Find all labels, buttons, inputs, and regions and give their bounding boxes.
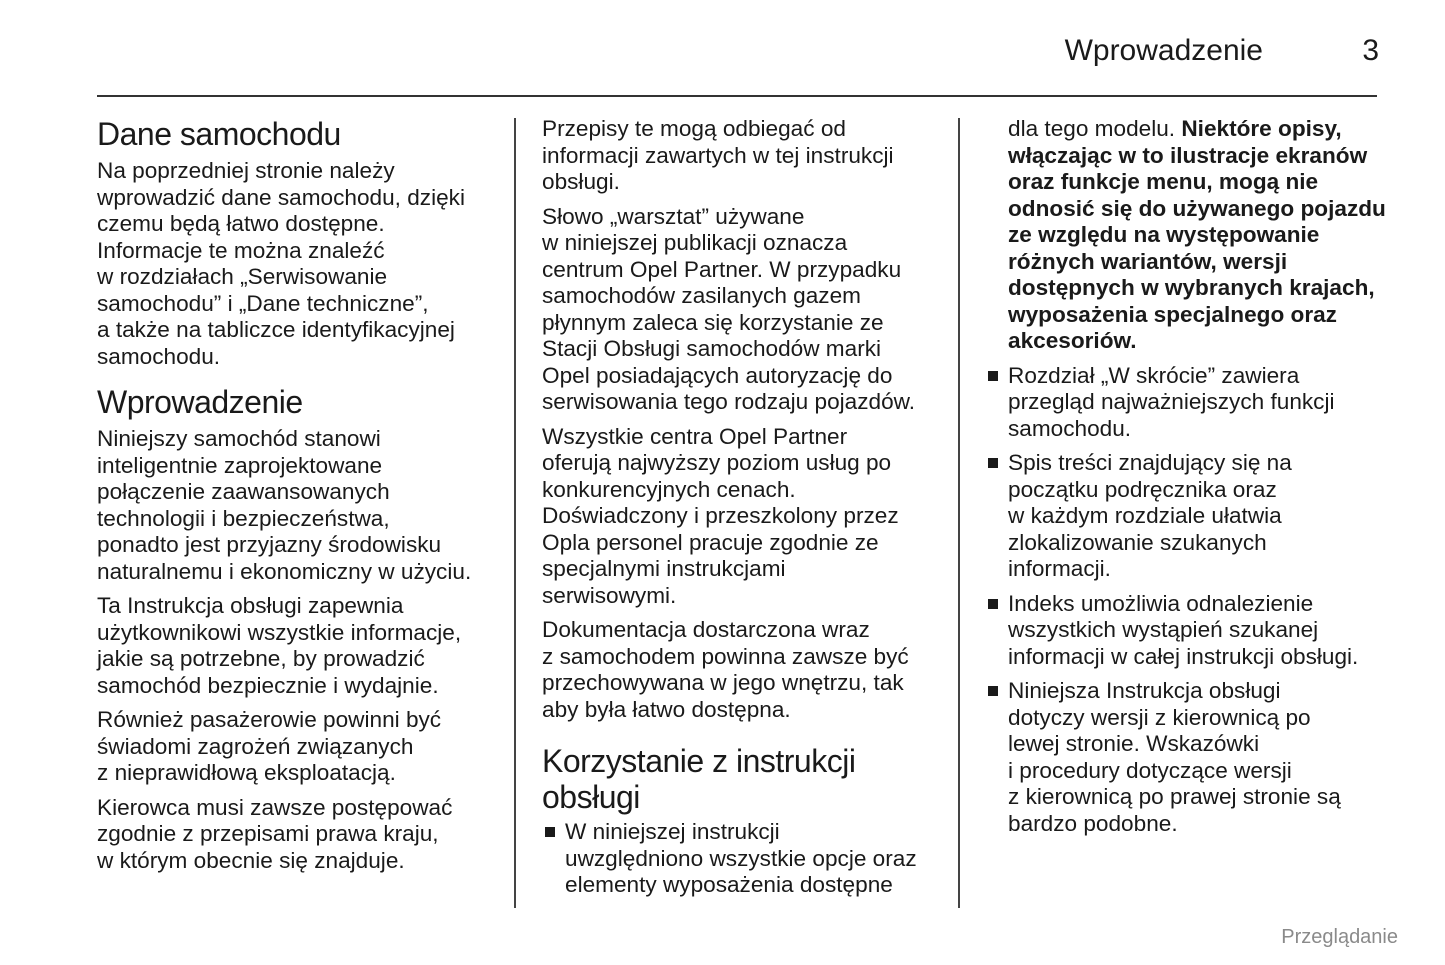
paragraph: Słowo „warsztat” używane w niniejszej pu… bbox=[542, 203, 916, 415]
bullet-icon bbox=[988, 458, 998, 468]
paragraph: Wszystkie centra Opel Partner oferują na… bbox=[542, 423, 899, 608]
column-divider bbox=[514, 118, 516, 908]
bullet-icon bbox=[545, 827, 555, 837]
column-3: dla tego modelu. Niektóre opisy, włączaj… bbox=[988, 116, 1408, 845]
bold-notice-text: Niektóre opisy, włączając w to ilustracj… bbox=[1008, 116, 1386, 353]
bullet-icon bbox=[988, 598, 998, 609]
paragraph: Niniejszy samochód stanowi inteligentnie… bbox=[97, 426, 472, 584]
list-item: Indeks umożliwia odnalezienie wszystkich… bbox=[988, 590, 1408, 671]
list-item: Niniejsza Instrukcja obsługi dotyczy wer… bbox=[988, 678, 1408, 837]
column-2: Przepisy te mogą odbiegać od informacji … bbox=[542, 116, 952, 907]
section-heading: Dane samochodu bbox=[97, 116, 341, 152]
paragraph: dla tego modelu. Niektóre opisy, włączaj… bbox=[1008, 116, 1408, 355]
footer-label: Przeglądanie bbox=[1281, 926, 1398, 948]
bullet-icon bbox=[988, 370, 998, 381]
paragraph: Ta Instrukcja obsługi zapewnia użytkowni… bbox=[97, 593, 462, 698]
page-number: 3 bbox=[1362, 34, 1379, 67]
bullet-icon bbox=[988, 686, 998, 696]
paragraph: Dokumentacja dostarczona wraz z samochod… bbox=[542, 617, 909, 722]
paragraph: Na poprzedniej stronie należy wprowadzić… bbox=[97, 158, 465, 369]
paragraph: Przepisy te mogą odbiegać od informacji … bbox=[542, 116, 894, 194]
list-item-text: Spis treści znajdujący się na początku p… bbox=[1008, 450, 1292, 581]
list-item: Rozdział „W skrócie” zawiera przegląd na… bbox=[988, 362, 1408, 443]
column-1: Dane samochodu Na poprzedniej stronie na… bbox=[97, 116, 507, 882]
header-rule bbox=[97, 95, 1377, 97]
list-item-text: Rozdział „W skrócie” zawiera przegląd na… bbox=[1008, 362, 1335, 441]
paragraph-text: dla tego modelu. bbox=[1008, 116, 1182, 141]
column-divider bbox=[958, 118, 960, 908]
section-heading: Korzystanie z instrukcji obsługi bbox=[542, 743, 856, 815]
list-item-text: W niniejszej instrukcji uwzględniono wsz… bbox=[565, 819, 917, 897]
list-item: Spis treści znajdujący się na początku p… bbox=[988, 450, 1408, 583]
list-item: W niniejszej instrukcji uwzględniono wsz… bbox=[545, 819, 952, 899]
paragraph: Również pasażerowie powinni być świadomi… bbox=[97, 707, 442, 785]
section-heading: Wprowadzenie bbox=[97, 384, 303, 420]
list-item-text: Indeks umożliwia odnalezienie wszystkich… bbox=[1008, 590, 1359, 669]
paragraph: Kierowca musi zawsze postępować zgodnie … bbox=[97, 794, 453, 873]
running-header-title: Wprowadzenie bbox=[1064, 34, 1263, 67]
list-item-text: Niniejsza Instrukcja obsługi dotyczy wer… bbox=[1008, 678, 1341, 836]
